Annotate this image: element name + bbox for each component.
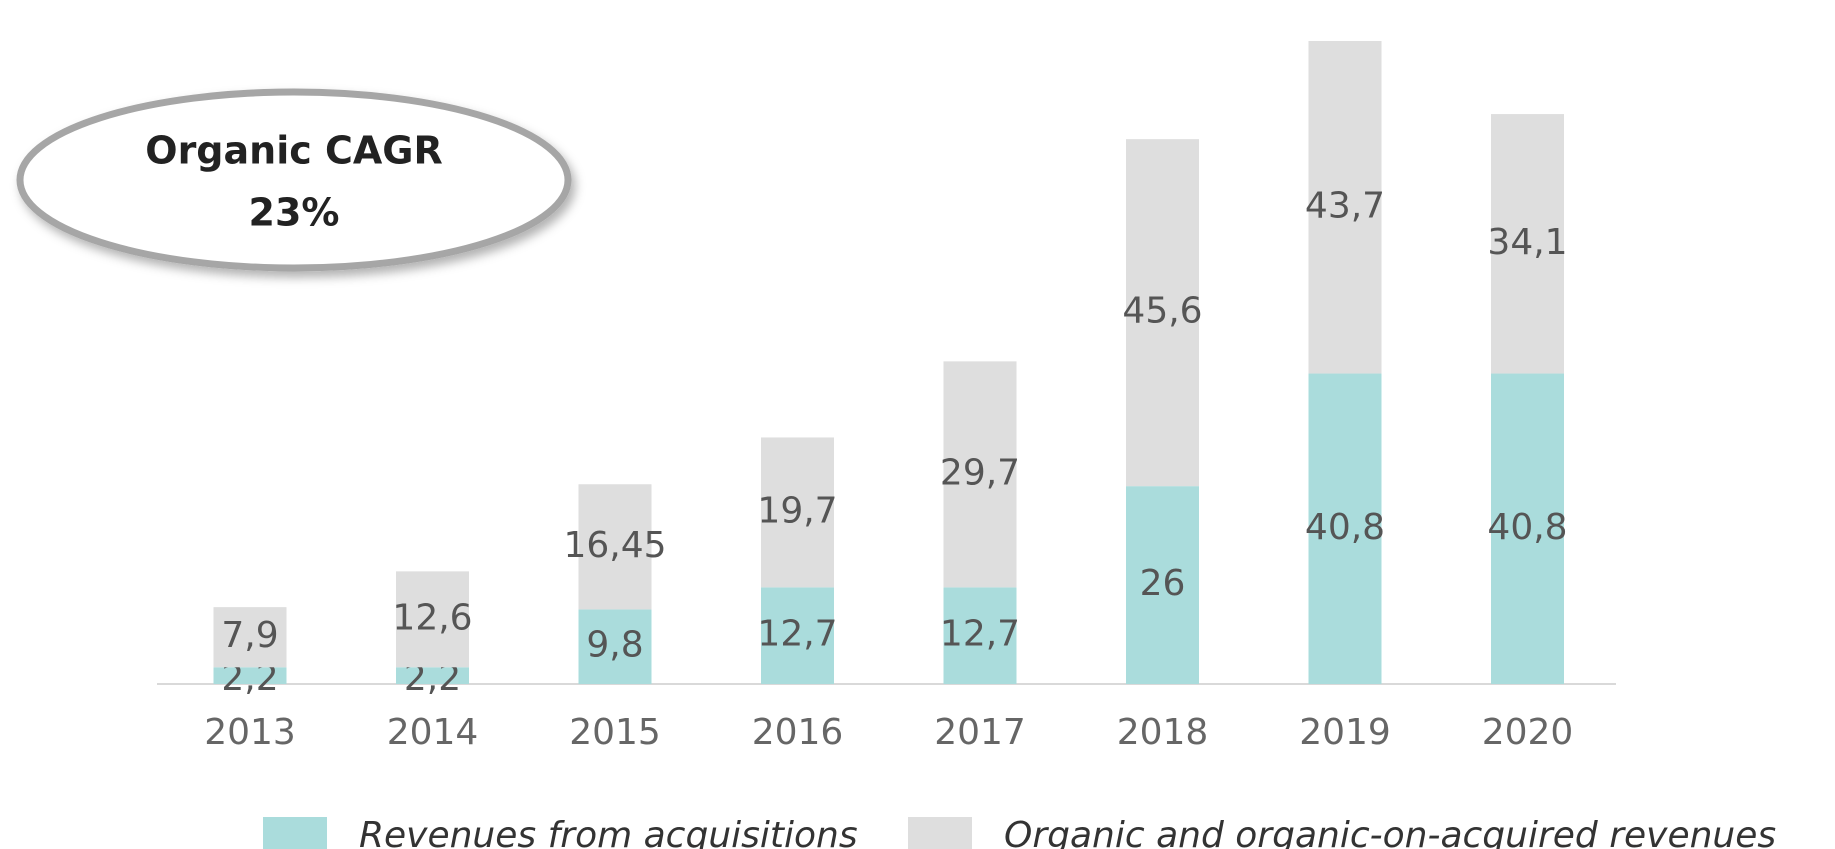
x-tick-label: 2017 xyxy=(934,712,1026,753)
value-label: 40,8 xyxy=(1305,507,1385,548)
x-tick-label: 2018 xyxy=(1117,712,1209,753)
bar-segment xyxy=(213,607,287,668)
value-label: 45,6 xyxy=(1122,291,1202,332)
value-label: 29,7 xyxy=(940,452,1020,493)
bar-segment xyxy=(396,571,469,668)
bar-segment xyxy=(761,437,834,588)
value-label: 12,7 xyxy=(757,614,837,655)
value-label: 26 xyxy=(1140,563,1186,604)
legend-swatch xyxy=(908,817,972,849)
value-label: 7,9 xyxy=(221,615,278,656)
bar-segment xyxy=(1491,114,1564,374)
legend-swatch xyxy=(263,817,327,849)
value-label: 12,7 xyxy=(940,614,1020,655)
x-tick-label: 2015 xyxy=(569,712,661,753)
annotation-line: Organic CAGR xyxy=(145,129,442,173)
value-label: 12,6 xyxy=(392,597,472,638)
x-tick-label: 2013 xyxy=(204,712,296,753)
bar-segment xyxy=(578,484,652,610)
value-label: 19,7 xyxy=(757,490,837,531)
value-label: 16,45 xyxy=(563,525,666,566)
bar-segment xyxy=(1308,373,1382,684)
value-label: 9,8 xyxy=(586,625,643,666)
annotation-ellipse xyxy=(16,88,572,272)
annotation-line: 23% xyxy=(249,191,340,235)
bar-segment xyxy=(761,587,834,684)
bar-segment xyxy=(213,667,287,684)
bar-segment xyxy=(943,587,1017,684)
bar-segment xyxy=(578,609,652,684)
x-tick-label: 2014 xyxy=(387,712,479,753)
bar-segment xyxy=(1126,486,1199,684)
bar-segment xyxy=(1126,139,1199,487)
bar-segment xyxy=(1308,41,1382,374)
value-label: 43,7 xyxy=(1305,185,1385,226)
x-tick-label: 2016 xyxy=(752,712,844,753)
legend-label: Revenues from acquisitions xyxy=(359,815,858,849)
value-label: 34,1 xyxy=(1487,222,1567,263)
x-tick-label: 2019 xyxy=(1299,712,1391,753)
value-label: 40,8 xyxy=(1487,507,1567,548)
bar-segment xyxy=(943,361,1017,588)
x-tick-label: 2020 xyxy=(1482,712,1574,753)
legend-label: Organic and organic-on-acquired revenues xyxy=(1004,815,1776,849)
bar-segment xyxy=(1491,373,1564,684)
bar-segment xyxy=(396,667,469,684)
